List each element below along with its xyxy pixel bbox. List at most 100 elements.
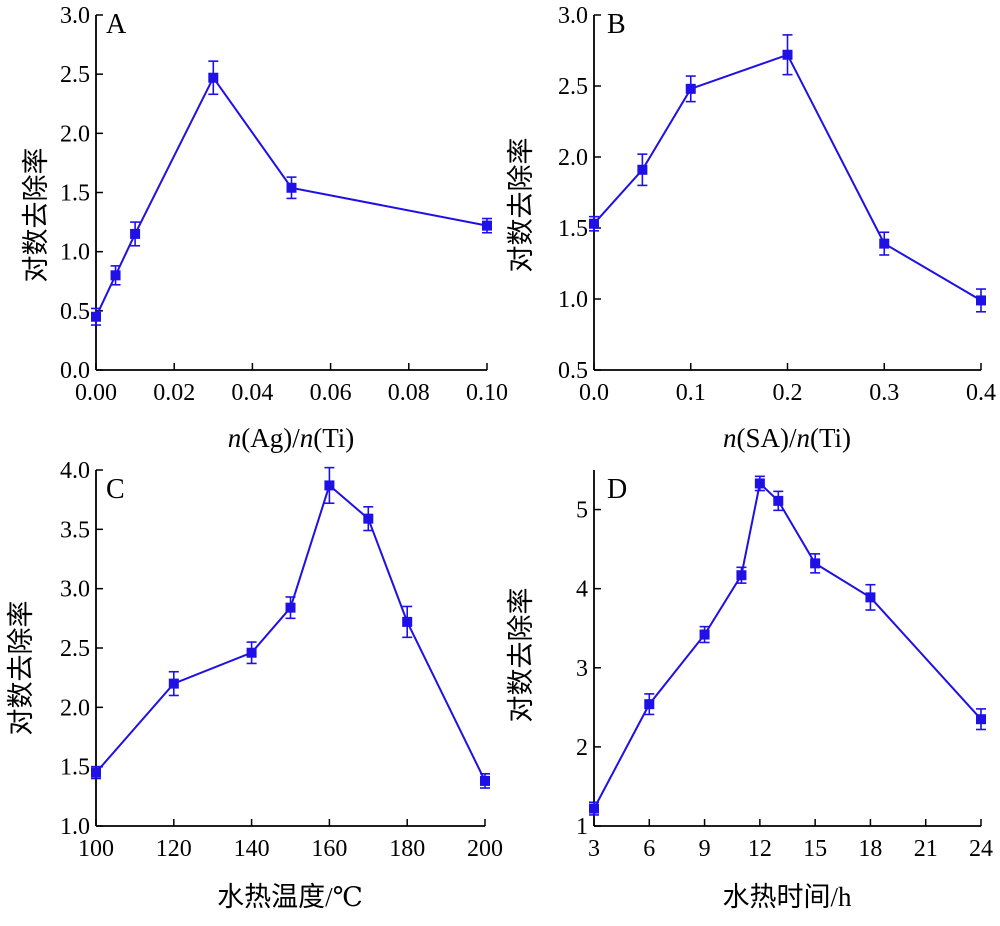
panel-c-x-tick-label: 120 [156,836,192,862]
panel-c-x-title: 水热温度/℃ [217,882,363,912]
panel-a-y-tick-label: 1.5 [60,181,90,207]
panel-d-y-tick-label: 5 [576,498,588,524]
panel-d-x-tick-label: 21 [914,836,938,862]
panel-c-y-title: 对数去除率 [6,601,36,736]
panel-a-x-tick-label: 0.00 [75,380,117,406]
panel-c-data-point [285,602,296,613]
panel-a-x-tick-label: 0.02 [153,380,195,406]
panel-b-y-tick-label: 2.5 [558,74,588,100]
panel-d-series-line [593,481,982,810]
panel-a-x-title: n(Ag)/n(Ti) [228,423,355,453]
panel-d-data-point [865,592,876,603]
panel-d-data-point [810,558,821,569]
panel-d-x-tick-label: 9 [699,836,711,862]
panel-b-data-point [637,164,648,175]
panel-c-series-line [95,483,486,782]
panel-d-y-tick-label: 4 [576,577,588,603]
panel-b-y-tick-label: 2.0 [558,145,588,171]
panel-c-letter: C [106,474,125,505]
panel-d-data-point [589,803,599,814]
panel-b-x-tick-label: 0.4 [966,380,996,406]
panel-a-ticks: 0.00 0.02 0.04 0.06 0.08 0.10 0.0 0.5 1.0 1.5 2.0 2… [60,3,508,406]
panel-b-data-point [685,83,696,94]
panel-b-y-title: 对数去除率 [506,138,536,273]
panel-d-data-point [773,495,784,506]
panel-b-y-tick-label: 3.0 [558,3,588,29]
panel-a-series-line [95,75,488,318]
panel-d-x-tick-label: 24 [969,836,993,862]
panel-b-marks [589,34,986,313]
panel-d-y-tick-label: 3 [576,656,588,682]
panel-c-x-tick-label: 200 [467,836,503,862]
panel-b-data-point [782,49,793,60]
panel-d-x-tick-label: 15 [803,836,827,862]
panel-c-data-point [480,775,490,786]
panel-d-y-tick-label: 2 [576,735,588,761]
panel-a-y-tick-label: 1.0 [60,240,90,266]
panel-b-y-tick-label: 0.5 [558,358,588,384]
panel-b-x-tick-label: 0.1 [676,380,706,406]
panel-d-y-title: 对数去除率 [506,588,536,723]
panel-d-data-point [644,699,655,710]
panel-c-x-tick-label: 140 [234,836,270,862]
panel-a-data-point [482,220,492,231]
panel-d-y-tick-label: 1 [576,814,588,840]
panel-c-y-tick-label: 3.0 [60,577,90,603]
panel-d-letter: D [607,474,627,505]
panel-b-x-tick-label: 0.0 [579,380,609,406]
panel-a: A 对数去除率 n(Ag)/n(Ti) 0.00 0.02 0.04 0.06 0.08… [21,3,508,453]
panel-c-data-point [363,513,374,524]
panel-b-data-point [589,218,599,229]
panel-b-x-tick-label: 0.3 [869,380,899,406]
panel-a-x-tick-label: 0.10 [466,380,508,406]
panel-d-data-point [736,570,747,581]
panel-d-x-tick-label: 6 [643,836,655,862]
panel-d-x-tick-label: 3 [588,836,600,862]
panel-c-y-tick-label: 3.5 [60,517,90,543]
panel-a-y-tick-label: 0.5 [60,299,90,325]
panel-c-x-tick-label: 100 [78,836,114,862]
panel-a-y-tick-label: 2.5 [60,62,90,88]
panel-a-y-tick-label: 2.0 [60,121,90,147]
panel-a-letter: A [106,9,127,40]
panel-a-x-title-suffix: (Ti) [313,423,354,453]
panel-d-data-point [699,629,710,640]
panel-c-data-point [168,678,179,689]
panel-b-x-title-mid: (SA)/ [736,423,796,453]
panel-b-series-line [593,53,982,302]
panel-c-y-tick-label: 4.0 [60,458,90,484]
panel-d-x-tick-label: 12 [748,836,772,862]
panel-a-data-point [110,270,121,281]
panel-d-x-tick-label: 18 [858,836,882,862]
panel-b-y-tick-label: 1.5 [558,216,588,242]
panel-b-x-title-suffix: (Ti) [810,423,851,453]
panel-b-data-point [879,238,890,249]
panel-c-y-tick-label: 2.0 [60,695,90,721]
panel-a-data-point [130,228,141,239]
panel-a-y-tick-label: 0.0 [60,358,90,384]
panel-c-y-tick-label: 1.5 [60,755,90,781]
panel-b-x-tick-label: 0.2 [773,380,803,406]
panel-b-letter: B [607,9,626,40]
panel-a-x-tick-label: 0.04 [231,380,273,406]
panel-c-marks [91,466,490,789]
panel-b-x-title-var2: n [796,423,810,453]
panel-a-x-tick-label: 0.08 [388,380,430,406]
panel-c-data-point [91,767,101,778]
panel-d-marks [589,475,986,816]
panel-b-x-title: n(SA)/n(Ti) [723,423,851,453]
panel-a-x-title-var2: n [300,423,314,453]
panel-a-x-title-mid: (Ag)/ [241,423,300,453]
panel-b-y-tick-label: 1.0 [558,287,588,313]
panel-c-x-tick-label: 160 [311,836,347,862]
panel-c: C 对数去除率 水热温度/℃ 100 120 140 160 180 200 1.0 1.5 2… [6,458,503,912]
panel-d-data-point [754,478,765,489]
panel-a-x-title-var1: n [228,423,242,453]
panel-a-data-point [91,311,101,322]
panel-a-data-point [286,182,297,193]
panel-b-data-point [976,295,986,306]
panel-a-x-tick-label: 0.06 [310,380,352,406]
